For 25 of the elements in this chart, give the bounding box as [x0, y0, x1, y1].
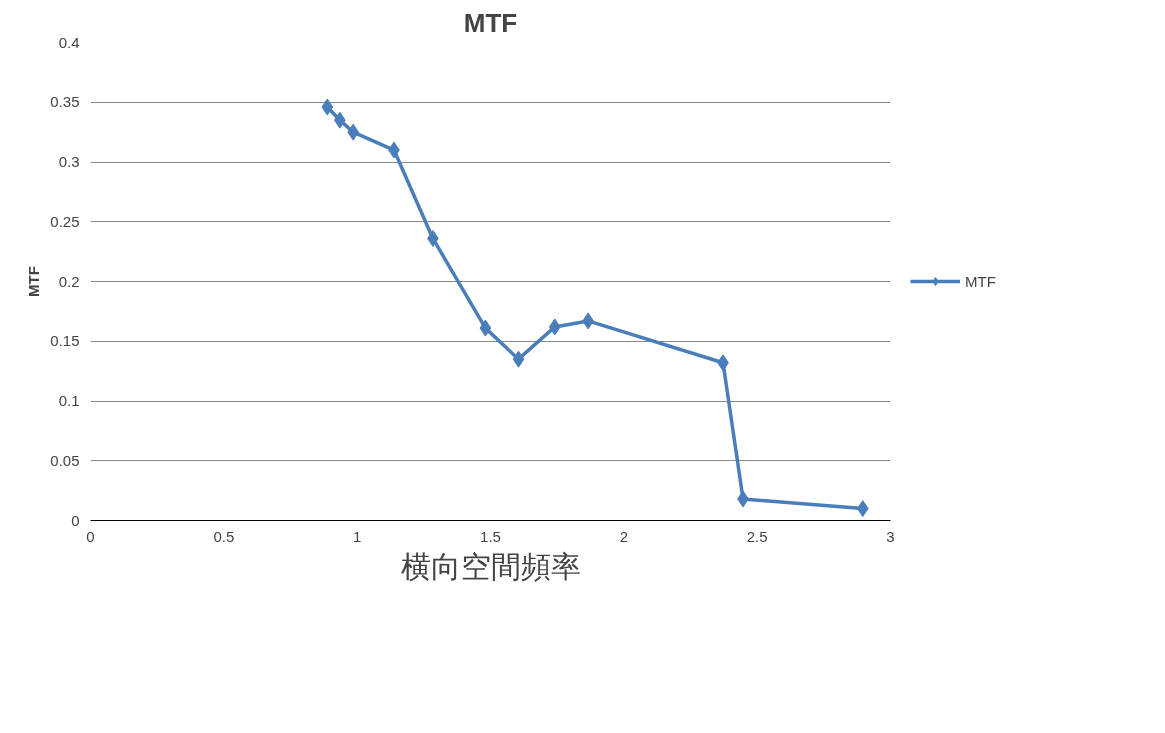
x-tick-label: 2.5 — [746, 527, 768, 545]
y-tick-label: 0.4 — [58, 33, 80, 51]
point — [856, 500, 869, 518]
y-tick-label: 0.35 — [50, 93, 80, 111]
x-tick-label: 3 — [886, 527, 895, 545]
y-axis-title: MTF — [25, 266, 43, 297]
x-tick-label: 0.5 — [213, 527, 235, 545]
y-tick-label: 0.25 — [50, 212, 80, 230]
y-tick-label: 0 — [71, 511, 80, 529]
point — [321, 98, 334, 116]
y-tick-label: 0.1 — [58, 392, 80, 409]
legend-label: MTF — [965, 272, 996, 290]
y-tick-label: 0.3 — [58, 153, 80, 170]
point — [512, 350, 525, 368]
point — [479, 319, 492, 337]
x-axis-title: 横向空間頻率 — [400, 549, 581, 583]
chart-title: MTF — [463, 7, 518, 38]
x-tick-label: 1.5 — [480, 527, 501, 545]
x-tick-label: 2 — [619, 527, 629, 545]
y-tick-label: 0.15 — [50, 332, 80, 350]
x-tick-label: 1 — [353, 527, 362, 545]
y-tick-label: 0.2 — [58, 272, 80, 290]
point — [548, 318, 561, 336]
x-tick-label: 0 — [86, 527, 95, 545]
y-tick-label: 0.05 — [50, 451, 80, 469]
